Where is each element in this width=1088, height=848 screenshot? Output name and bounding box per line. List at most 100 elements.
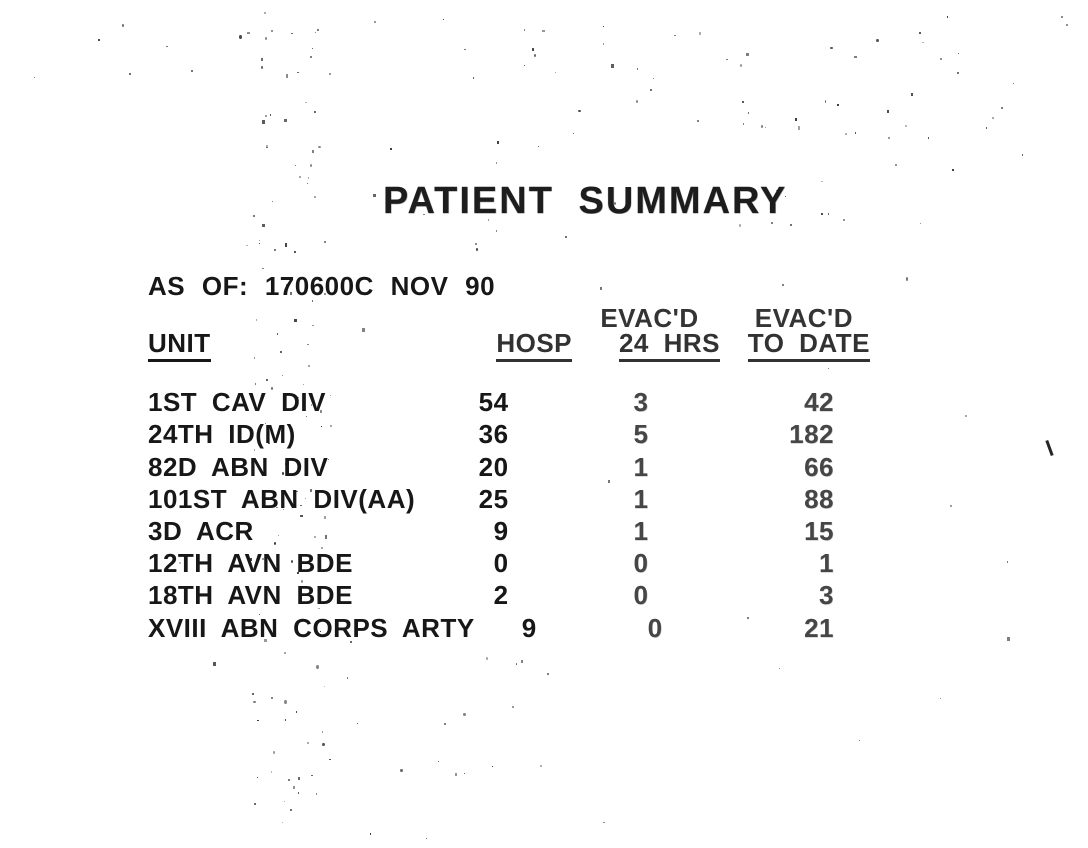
noise-dot — [262, 558, 264, 560]
noise-dot — [300, 504, 302, 507]
noise-dot — [318, 146, 321, 149]
table-row: XVIII ABN CORPS ARTY 9 0 21 — [148, 613, 870, 643]
noise-dot — [411, 286, 414, 289]
noise-dot — [284, 719, 287, 722]
noise-dot — [264, 115, 267, 117]
header-todate-cell: TO DATE — [720, 328, 870, 362]
noise-dot — [845, 133, 847, 136]
noise-dot — [373, 20, 376, 24]
cell-unit: 82D ABN DIV — [148, 452, 329, 482]
noise-dot — [305, 497, 307, 500]
page-title: PATIENT SUMMARY — [383, 180, 788, 222]
header-24hrs: 24 HRS — [618, 328, 720, 362]
noise-dot — [827, 213, 830, 215]
noise-dot — [485, 656, 488, 660]
noise-dot — [307, 177, 310, 179]
noise-dot — [442, 19, 444, 21]
header-todate: TO DATE — [747, 328, 870, 362]
cell-hosp: 36 — [478, 419, 509, 449]
noise-dot — [350, 640, 353, 643]
noise-dot — [288, 778, 291, 781]
noise-dot — [951, 168, 954, 172]
noise-dot — [455, 773, 458, 776]
noise-dot — [492, 765, 494, 768]
noise-dot — [307, 343, 309, 346]
noise-dot — [255, 319, 258, 321]
noise-dot — [305, 101, 307, 103]
noise-dot — [121, 24, 124, 27]
noise-dot — [957, 72, 959, 74]
noise-dot — [726, 58, 728, 61]
noise-dot — [464, 49, 466, 51]
noise-dot — [939, 698, 942, 700]
noise-dot — [265, 423, 267, 425]
noise-dot — [264, 638, 267, 642]
noise-dot — [739, 64, 742, 67]
noise-dot — [854, 55, 857, 58]
noise-dot — [281, 471, 285, 475]
cell-evac-todate: 15 — [804, 516, 834, 546]
noise-dot — [784, 196, 786, 198]
noise-dot — [260, 66, 263, 69]
noise-dot — [776, 190, 778, 192]
noise-dot — [614, 202, 616, 205]
noise-dot — [322, 743, 325, 747]
noise-dot — [573, 132, 575, 134]
table-row: 82D ABN DIV 20 1 66 — [148, 452, 870, 482]
noise-dot — [320, 630, 322, 632]
noise-dot — [425, 837, 428, 839]
noise-dot — [781, 284, 785, 287]
noise-dot — [297, 571, 300, 575]
noise-dot — [748, 111, 750, 114]
noise-dot — [423, 213, 425, 216]
noise-dot — [1065, 23, 1068, 26]
noise-dot — [166, 45, 168, 47]
cell-evac24: 1 — [633, 516, 649, 546]
noise-dot — [296, 711, 298, 713]
noise-dot — [746, 616, 749, 619]
noise-dot — [443, 722, 446, 726]
cell-evac-todate: 21 — [804, 613, 834, 643]
header-hosp: HOSP — [496, 328, 572, 362]
noise-dot — [274, 248, 276, 251]
noise-dot — [472, 76, 475, 79]
noise-dot — [746, 52, 749, 56]
noise-dot — [965, 415, 968, 418]
noise-dot — [253, 802, 256, 806]
noise-dot — [794, 118, 797, 121]
noise-dot — [247, 32, 250, 35]
noise-dot — [827, 367, 829, 369]
noise-dot — [329, 758, 332, 761]
noise-dot — [266, 146, 268, 149]
noise-dot — [286, 284, 289, 287]
noise-dot — [267, 498, 270, 501]
noise-dot — [821, 212, 824, 216]
noise-dot — [253, 449, 256, 451]
noise-dot — [252, 692, 255, 695]
noise-dot — [289, 292, 292, 295]
cell-unit: 18TH AVN BDE — [148, 580, 353, 610]
noise-dot — [992, 116, 994, 119]
noise-dot — [607, 480, 610, 484]
noise-dot — [327, 458, 329, 461]
cell-hosp: 9 — [521, 613, 537, 643]
noise-dot — [534, 54, 537, 57]
noise-dot — [1007, 637, 1010, 642]
noise-dot — [323, 292, 327, 296]
cell-hosp: 54 — [478, 387, 509, 417]
noise-dot — [273, 542, 276, 545]
noise-dot — [270, 430, 273, 432]
evac-header-row: EVAC'D EVAC'D — [148, 303, 870, 333]
noise-dot — [888, 137, 891, 139]
noise-dot — [300, 514, 303, 517]
header-24hrs-cell: 24 HRS — [572, 328, 720, 362]
noise-dot — [290, 560, 294, 563]
noise-dot — [985, 126, 988, 129]
noise-dot — [213, 662, 216, 666]
noise-dot — [262, 268, 264, 270]
noise-dot — [512, 705, 514, 709]
noise-dot — [312, 324, 314, 327]
noise-dot — [260, 57, 264, 62]
noise-dot — [886, 110, 890, 113]
noise-dot — [312, 300, 314, 302]
